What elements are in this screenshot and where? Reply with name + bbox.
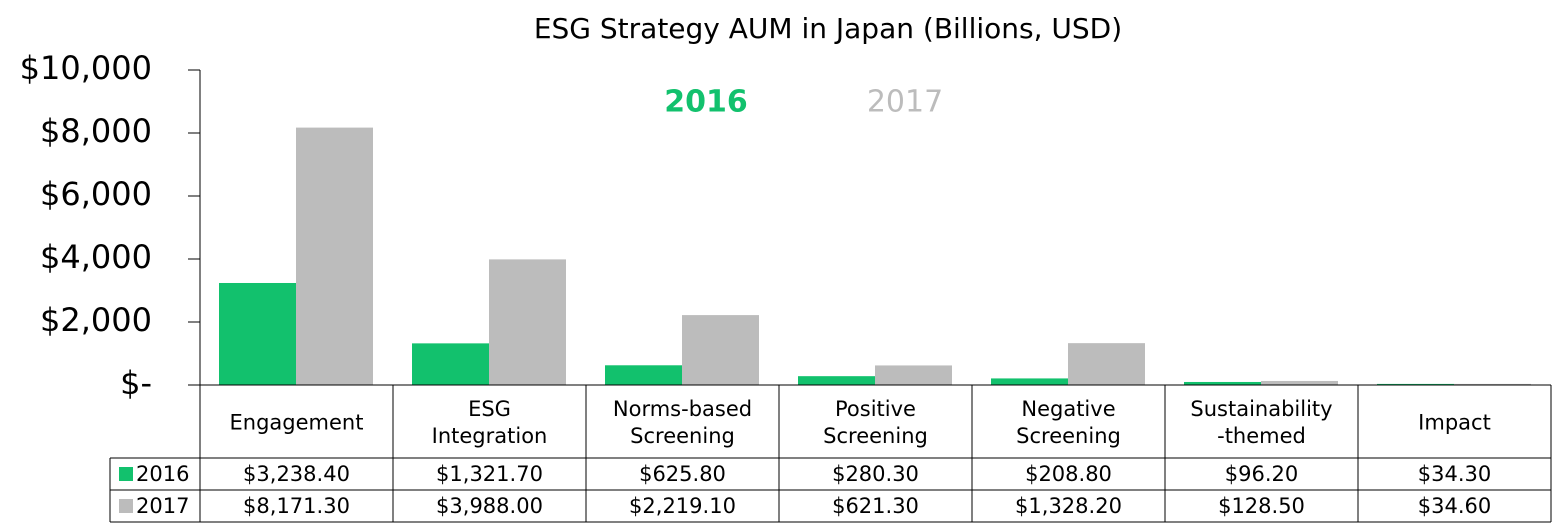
table-cell: $625.80 (639, 462, 726, 486)
legend-swatch (119, 467, 133, 481)
table-cell: $3,238.40 (243, 462, 350, 486)
y-tick-label: $- (120, 364, 152, 402)
table-cell: $208.80 (1025, 462, 1112, 486)
bar (682, 315, 759, 385)
x-tick-label: Screening (630, 424, 735, 448)
table-cell: $3,988.00 (436, 494, 543, 518)
bar (1068, 343, 1145, 385)
table-cell: $280.30 (832, 462, 919, 486)
bar (219, 282, 296, 385)
bar (1184, 381, 1261, 385)
x-tick-label: Negative (1021, 397, 1115, 421)
table-cell: $128.50 (1218, 494, 1305, 518)
x-tick-label: ESG (468, 397, 511, 421)
table-cell: $2,219.10 (629, 494, 736, 518)
x-tick-label: Engagement (230, 411, 364, 435)
table-cell: $1,328.20 (1015, 494, 1122, 518)
x-tick-label: Screening (1016, 424, 1121, 448)
x-tick-label: Screening (823, 424, 928, 448)
legend-label: 2016 (136, 462, 189, 486)
y-tick-label: $6,000 (40, 175, 152, 213)
table-cell: $621.30 (832, 494, 919, 518)
y-tick-label: $4,000 (40, 238, 152, 276)
bar (489, 259, 566, 385)
y-tick-label: $10,000 (20, 49, 152, 87)
x-tick-label: Integration (432, 424, 548, 448)
bar (991, 378, 1068, 385)
table-cell: $96.20 (1225, 462, 1298, 486)
bar (296, 127, 373, 385)
bar (1377, 383, 1454, 385)
bar (605, 365, 682, 385)
bar (412, 343, 489, 385)
table-cell: $8,171.30 (243, 494, 350, 518)
table-cell: $34.60 (1418, 494, 1491, 518)
x-tick-label: Positive (835, 397, 916, 421)
legend-label: 2016 (664, 85, 748, 120)
x-tick-label: -themed (1217, 424, 1306, 448)
chart-title: ESG Strategy AUM in Japan (Billions, USD… (534, 12, 1122, 45)
bar (1261, 380, 1338, 385)
table-cell: $34.30 (1418, 462, 1491, 486)
table-cell: $1,321.70 (436, 462, 543, 486)
legend-swatch (119, 499, 133, 513)
x-tick-label: Norms-based (613, 397, 752, 421)
bar (798, 376, 875, 385)
x-tick-label: Impact (1418, 411, 1491, 435)
legend-label: 2017 (867, 85, 943, 120)
y-tick-label: $8,000 (40, 112, 152, 150)
bar (875, 365, 952, 385)
y-tick-label: $2,000 (40, 301, 152, 339)
legend-label: 2017 (136, 494, 189, 518)
x-tick-label: Sustainability (1190, 397, 1332, 421)
bar (1454, 383, 1531, 385)
